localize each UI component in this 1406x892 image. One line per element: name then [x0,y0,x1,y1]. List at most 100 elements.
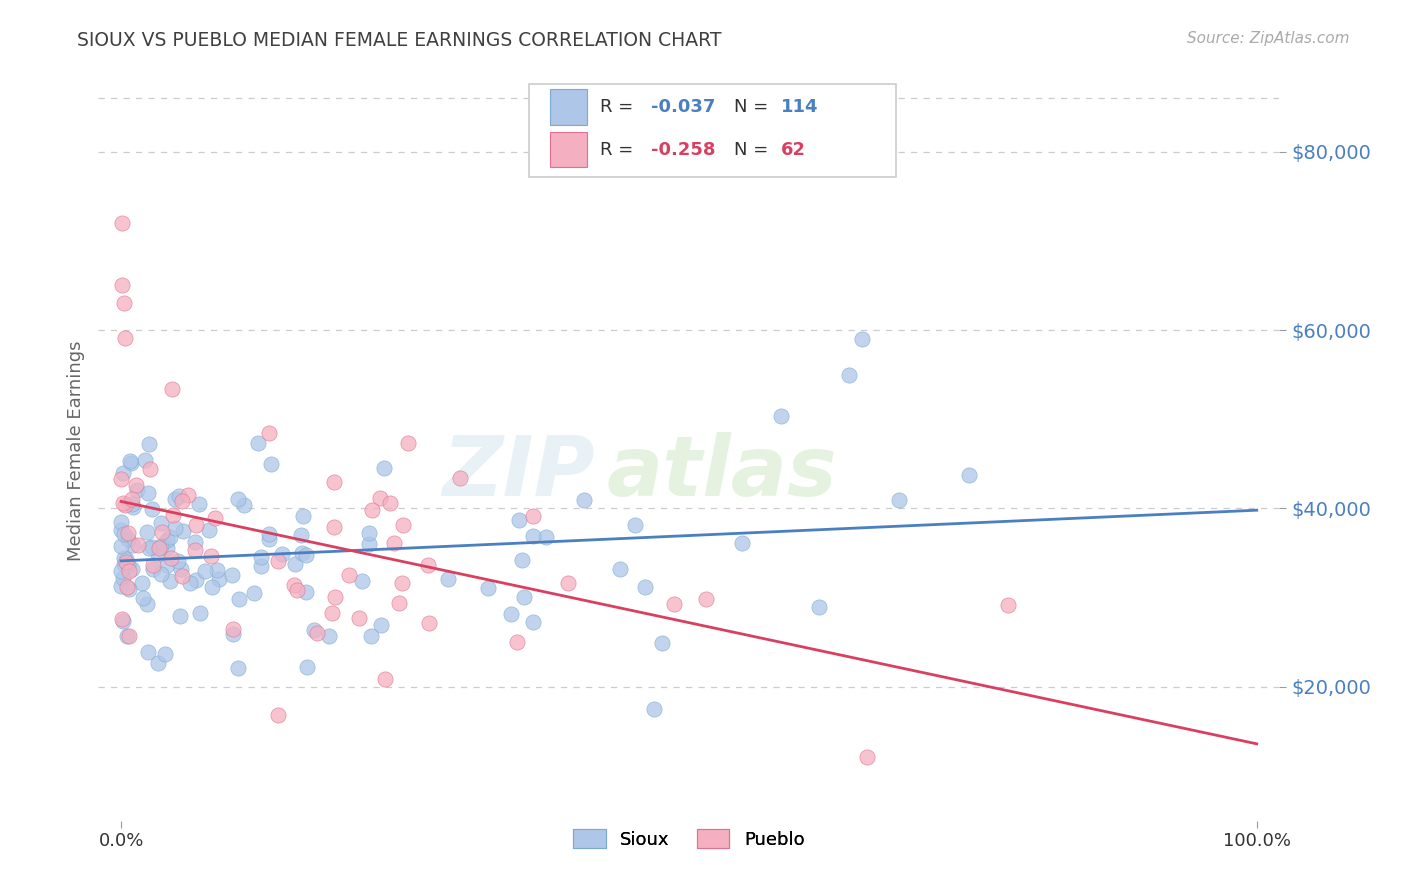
Point [170,562,193,576]
Point [169,609,191,624]
Point [290,546,312,560]
Point [121,456,143,470]
Point [260,457,283,471]
Point [163,521,186,535]
Point [156,533,179,548]
Point [361,503,384,517]
Point [141,540,163,554]
Point [110,278,132,293]
Point [121,562,143,576]
Point [257,526,280,541]
Point [136,644,159,658]
Text: R =: R = [600,141,640,159]
Point [208,572,231,586]
Point [172,524,194,539]
Point [437,572,460,586]
Point [205,563,228,577]
Point [111,571,134,585]
Text: 114: 114 [782,98,818,116]
Point [416,558,439,572]
Point [117,580,139,594]
Point [138,486,160,500]
Point [200,549,222,564]
Point [506,635,529,649]
Point [159,551,181,566]
Text: N =: N = [734,141,773,159]
Point [190,607,212,621]
Point [183,543,205,558]
Point [142,558,165,572]
Text: -0.258: -0.258 [651,141,716,159]
Point [838,368,860,382]
Point [135,524,157,539]
Point [323,590,346,604]
Point [609,562,631,576]
Point [156,558,179,573]
Point [374,673,396,687]
Point [267,707,290,722]
Point [114,552,136,566]
Point [257,426,280,441]
Point [159,530,181,544]
Point [501,607,523,621]
Point [294,548,316,562]
Point [165,491,187,506]
Text: R =: R = [600,98,640,116]
Y-axis label: Median Female Earnings: Median Female Earnings [66,340,84,561]
Point [323,520,346,534]
FancyBboxPatch shape [530,84,896,177]
Point [201,580,224,594]
Point [159,574,181,588]
Point [221,567,243,582]
Point [134,453,156,467]
Point [139,462,162,476]
Point [352,574,374,588]
Point [138,541,160,555]
Point [270,547,292,561]
Point [396,435,419,450]
Point [807,600,830,615]
Point [112,466,135,480]
Point [110,524,132,538]
Text: -0.037: -0.037 [651,98,716,116]
Point [370,491,392,505]
Point [150,524,173,539]
Point [110,564,132,578]
Point [170,569,193,583]
Point [418,615,440,630]
Point [117,533,139,547]
Point [357,526,380,541]
Point [179,575,201,590]
Point [522,529,544,543]
Point [121,500,143,514]
Point [267,554,290,568]
Point [534,530,557,544]
Point [557,576,579,591]
Point [391,576,413,591]
Point [127,538,149,552]
Point [167,489,190,503]
Point [664,597,686,611]
Point [624,518,647,533]
Text: N =: N = [734,98,773,116]
Point [731,536,754,550]
Point [246,436,269,450]
Point [115,555,138,569]
Point [117,525,139,540]
Point [283,557,305,571]
Point [522,615,544,630]
Point [283,578,305,592]
Point [508,513,530,527]
Point [449,471,471,485]
Point [302,624,325,638]
Point [204,511,226,525]
Point [183,535,205,549]
Point [226,661,249,675]
Text: ZIP: ZIP [441,432,595,513]
Point [112,296,135,310]
Point [228,592,250,607]
Legend: Sioux, Pueblo: Sioux, Pueblo [567,822,811,856]
Point [887,492,910,507]
Point [149,516,172,530]
Point [198,524,221,538]
